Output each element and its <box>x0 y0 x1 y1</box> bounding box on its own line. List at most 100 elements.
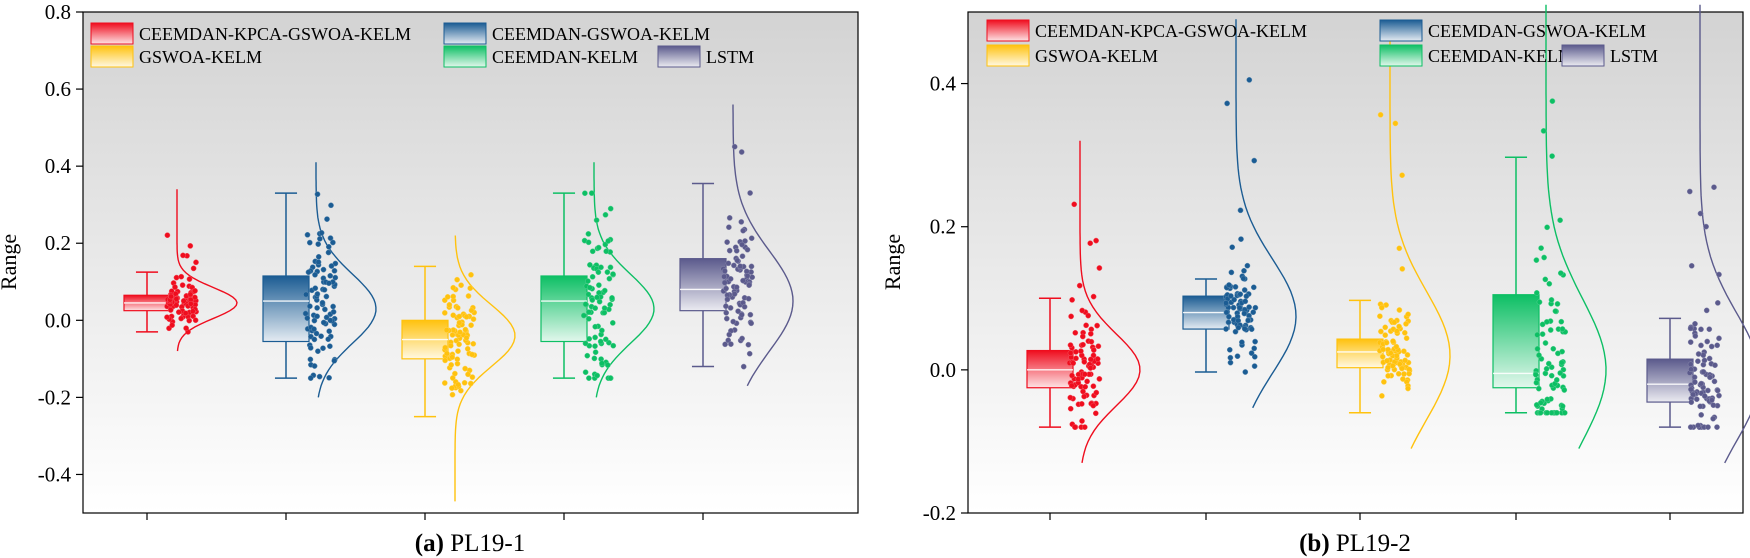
data-point <box>745 341 752 348</box>
data-point <box>465 371 471 378</box>
data-point <box>324 216 330 222</box>
data-point <box>1714 342 1721 349</box>
density-curve <box>1235 19 1297 409</box>
data-point <box>1076 282 1083 289</box>
y-tick-label: 0.2 <box>930 215 956 239</box>
data-point <box>1553 377 1560 383</box>
data-point <box>1701 393 1708 399</box>
data-point <box>585 278 591 284</box>
data-point <box>455 348 461 354</box>
data-point <box>446 301 453 308</box>
data-point <box>1237 291 1244 298</box>
legend-label: LSTM <box>706 47 754 67</box>
density-curve <box>454 235 516 502</box>
data-point <box>739 241 745 248</box>
box <box>540 275 588 343</box>
data-point <box>1228 293 1234 299</box>
data-point <box>186 276 193 282</box>
data-point <box>1553 409 1560 416</box>
data-point <box>306 239 313 246</box>
data-point <box>594 372 601 379</box>
data-point <box>726 215 733 221</box>
data-point <box>740 363 747 370</box>
data-point <box>454 360 461 367</box>
data-point <box>313 330 320 337</box>
data-point <box>1075 376 1082 382</box>
data-point <box>1379 353 1386 360</box>
data-point <box>1548 372 1555 379</box>
data-point <box>602 211 609 218</box>
data-point <box>1692 379 1698 385</box>
data-point <box>744 246 751 253</box>
data-point <box>1081 393 1087 400</box>
data-point <box>320 319 327 326</box>
data-point <box>595 244 602 251</box>
data-point <box>1069 372 1075 379</box>
series-2 <box>1336 26 1451 449</box>
data-point <box>1241 325 1248 332</box>
data-point <box>1378 304 1385 311</box>
data-point <box>330 309 337 315</box>
data-point <box>1533 257 1540 263</box>
series-4 <box>1646 4 1750 464</box>
data-point <box>726 247 733 254</box>
data-point <box>444 294 451 300</box>
data-point <box>178 315 184 322</box>
data-point <box>312 271 318 278</box>
data-point <box>1384 357 1390 364</box>
data-point <box>454 305 461 311</box>
data-point <box>593 217 600 224</box>
legend-b: CEEMDAN-KPCA-GSWOA-KELM CEEMDAN-GSWOA-KEL… <box>986 19 1658 67</box>
data-point <box>1543 365 1550 372</box>
data-point <box>1544 409 1551 416</box>
data-point <box>304 231 311 238</box>
data-point <box>598 264 604 271</box>
data-point <box>1237 207 1244 214</box>
data-point <box>580 312 587 319</box>
data-point <box>1540 128 1547 134</box>
legend-swatch <box>90 22 134 45</box>
data-point <box>1377 313 1383 320</box>
data-point <box>1251 363 1258 369</box>
data-point <box>1090 293 1097 300</box>
box <box>262 275 310 343</box>
data-point <box>1224 100 1230 107</box>
legend-swatch <box>443 22 487 45</box>
data-point <box>325 249 332 256</box>
data-point <box>1557 217 1563 224</box>
data-point <box>187 291 194 298</box>
data-point <box>1096 376 1103 382</box>
data-point <box>722 341 728 348</box>
data-point <box>747 190 753 196</box>
data-point <box>1246 77 1253 83</box>
data-point <box>1401 348 1407 355</box>
data-point <box>1090 383 1097 390</box>
data-point <box>332 274 339 281</box>
data-point <box>183 325 189 332</box>
data-point <box>1087 356 1094 363</box>
data-point <box>1544 224 1550 231</box>
series-1 <box>262 162 377 398</box>
data-point <box>727 276 734 282</box>
data-point <box>1390 338 1396 344</box>
legend-swatch <box>1561 44 1605 67</box>
data-point <box>1554 301 1561 307</box>
y-tick-label: 0.4 <box>45 154 72 178</box>
data-point <box>594 294 600 301</box>
data-point <box>1549 153 1555 159</box>
data-point <box>1067 350 1074 356</box>
data-point <box>1535 385 1542 392</box>
data-point <box>589 273 596 280</box>
box <box>1026 349 1074 389</box>
data-point <box>582 340 589 347</box>
data-point <box>1250 309 1257 316</box>
data-point <box>1405 311 1411 318</box>
data-point <box>1688 399 1695 406</box>
data-point <box>1232 328 1239 335</box>
data-point <box>1242 298 1249 305</box>
data-point <box>1090 347 1097 353</box>
data-point <box>190 265 197 272</box>
legend-label: CEEMDAN-KELM <box>1428 46 1574 66</box>
box <box>1336 338 1384 369</box>
data-point <box>1550 345 1557 352</box>
